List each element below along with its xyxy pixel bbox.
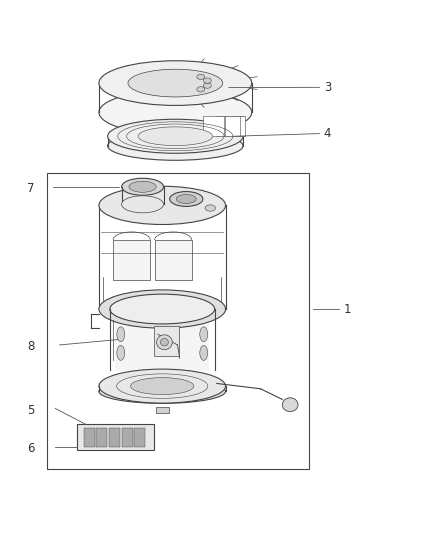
Text: 3: 3 xyxy=(324,81,331,94)
Ellipse shape xyxy=(197,74,205,79)
Bar xyxy=(113,240,150,280)
Ellipse shape xyxy=(156,335,172,350)
Ellipse shape xyxy=(99,61,252,106)
Bar xyxy=(134,427,145,447)
Ellipse shape xyxy=(170,191,203,206)
Text: 5: 5 xyxy=(27,403,34,416)
Ellipse shape xyxy=(203,78,211,83)
Ellipse shape xyxy=(99,90,252,135)
Bar xyxy=(154,326,179,356)
Ellipse shape xyxy=(205,205,215,211)
Ellipse shape xyxy=(128,69,223,97)
Bar xyxy=(109,427,120,447)
Ellipse shape xyxy=(160,338,168,346)
Ellipse shape xyxy=(203,83,211,88)
Bar xyxy=(203,116,224,136)
Bar xyxy=(216,116,234,136)
Bar xyxy=(96,427,107,447)
Ellipse shape xyxy=(197,87,205,92)
Ellipse shape xyxy=(129,181,156,192)
Text: 8: 8 xyxy=(27,340,34,353)
Ellipse shape xyxy=(200,345,208,360)
Ellipse shape xyxy=(131,377,194,394)
Ellipse shape xyxy=(122,178,163,195)
Text: 4: 4 xyxy=(324,127,331,140)
Bar xyxy=(155,240,192,280)
Ellipse shape xyxy=(117,327,125,342)
Bar xyxy=(238,116,245,136)
Bar xyxy=(77,424,153,450)
Bar xyxy=(155,407,169,413)
Ellipse shape xyxy=(108,131,243,160)
Text: 7: 7 xyxy=(27,182,35,195)
Ellipse shape xyxy=(99,186,226,224)
Text: 6: 6 xyxy=(27,442,35,455)
Bar xyxy=(122,427,133,447)
Ellipse shape xyxy=(108,119,243,154)
Bar xyxy=(225,116,240,136)
Ellipse shape xyxy=(283,398,298,411)
Ellipse shape xyxy=(200,327,208,342)
Ellipse shape xyxy=(138,127,212,146)
Bar xyxy=(115,321,209,371)
Bar xyxy=(233,116,244,136)
Text: 1: 1 xyxy=(343,303,351,316)
Ellipse shape xyxy=(177,195,196,204)
Ellipse shape xyxy=(117,345,125,360)
Bar xyxy=(84,427,95,447)
Ellipse shape xyxy=(110,294,215,324)
Ellipse shape xyxy=(99,369,226,403)
Ellipse shape xyxy=(122,196,163,213)
Bar xyxy=(46,173,308,469)
Ellipse shape xyxy=(99,379,226,403)
Ellipse shape xyxy=(99,290,226,328)
